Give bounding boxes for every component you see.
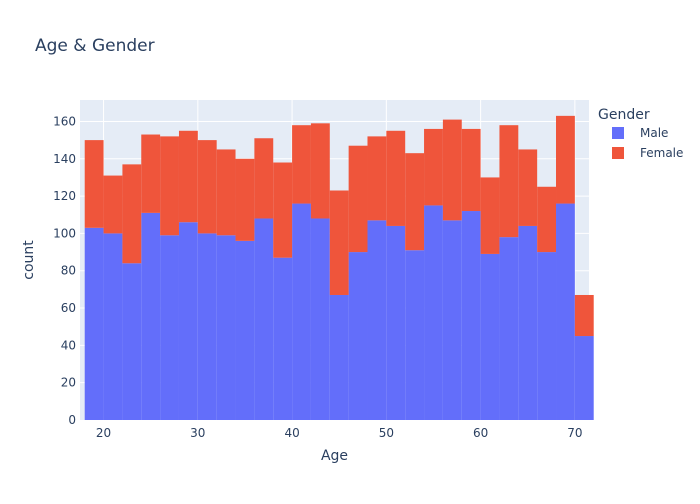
legend-title: Gender [598,107,650,123]
bar-female[interactable] [405,153,425,251]
legend-swatch-female[interactable] [612,147,624,159]
bar-female[interactable] [348,145,368,253]
bar-female[interactable] [537,186,557,253]
y-tick-label: 100 [53,226,76,240]
bar-male[interactable] [103,233,123,420]
bar-male[interactable] [216,235,236,420]
bar-male[interactable] [367,220,387,420]
x-axis-label: Age [321,448,348,464]
bar-female[interactable] [292,125,311,204]
bar-female[interactable] [254,138,274,219]
bar-female[interactable] [386,130,406,226]
bar-female[interactable] [461,128,481,212]
y-tick-label: 80 [61,264,76,278]
bar-female[interactable] [367,136,387,221]
x-tick-label: 60 [473,426,488,440]
bar-male[interactable] [329,294,349,420]
y-tick-label: 20 [61,376,76,390]
bar-female[interactable] [442,119,462,221]
y-tick-label: 0 [68,413,76,427]
legend-label-male[interactable]: Male [640,126,668,140]
bar-female[interactable] [84,140,104,228]
bar-male[interactable] [499,237,519,420]
bar-female[interactable] [273,162,293,258]
x-tick-label: 50 [379,426,394,440]
bar-female[interactable] [310,123,330,219]
y-tick-label: 60 [61,301,76,315]
bar-female[interactable] [480,177,500,254]
bar-male[interactable] [310,218,330,420]
legend: Gender Male Female [598,107,683,160]
bars[interactable] [84,115,594,420]
bar-female[interactable] [499,125,519,238]
bar-male[interactable] [442,220,462,420]
bar-male[interactable] [122,263,142,420]
bar-male[interactable] [556,203,575,420]
y-tick-label: 40 [61,338,76,352]
bar-female[interactable] [235,158,255,241]
bar-male[interactable] [424,205,443,420]
bar-male[interactable] [141,212,161,420]
bar-male[interactable] [292,203,311,420]
bar-male[interactable] [254,218,274,420]
bar-male[interactable] [461,211,481,420]
chart-title: Age & Gender [35,36,155,56]
bar-male[interactable] [518,225,538,420]
y-axis-ticks: 0 20 40 60 80 100 120 140 160 [53,114,76,427]
bar-male[interactable] [178,222,198,420]
bar-female[interactable] [424,128,443,206]
y-axis-label: count [21,240,37,280]
x-axis-ticks: 20 30 40 50 60 70 [96,426,583,440]
bar-female[interactable] [160,136,179,236]
bar-female[interactable] [518,149,538,226]
x-tick-label: 20 [96,426,111,440]
x-tick-label: 70 [567,426,582,440]
bar-female[interactable] [329,190,349,295]
bar-male[interactable] [160,235,179,420]
legend-label-female[interactable]: Female [640,146,683,160]
y-tick-label: 140 [53,152,76,166]
bar-male[interactable] [405,250,425,420]
legend-swatch-male[interactable] [612,127,624,139]
bar-female[interactable] [216,149,236,236]
bar-male[interactable] [84,227,104,420]
bar-female[interactable] [556,115,575,204]
bar-male[interactable] [386,225,406,420]
bar-male[interactable] [480,253,500,420]
x-tick-label: 40 [284,426,299,440]
bar-male[interactable] [574,336,594,420]
bar-male[interactable] [197,233,217,420]
bar-male[interactable] [537,252,557,420]
y-tick-label: 120 [53,189,76,203]
bar-male[interactable] [235,240,255,420]
bar-female[interactable] [178,130,198,223]
y-tick-label: 160 [53,114,76,128]
bar-male[interactable] [273,257,293,420]
bar-male[interactable] [348,252,368,420]
bar-female[interactable] [197,140,217,234]
bar-female[interactable] [122,164,142,264]
bar-female[interactable] [103,175,123,234]
x-tick-label: 30 [190,426,205,440]
bar-female[interactable] [574,294,594,337]
bar-female[interactable] [141,134,161,213]
